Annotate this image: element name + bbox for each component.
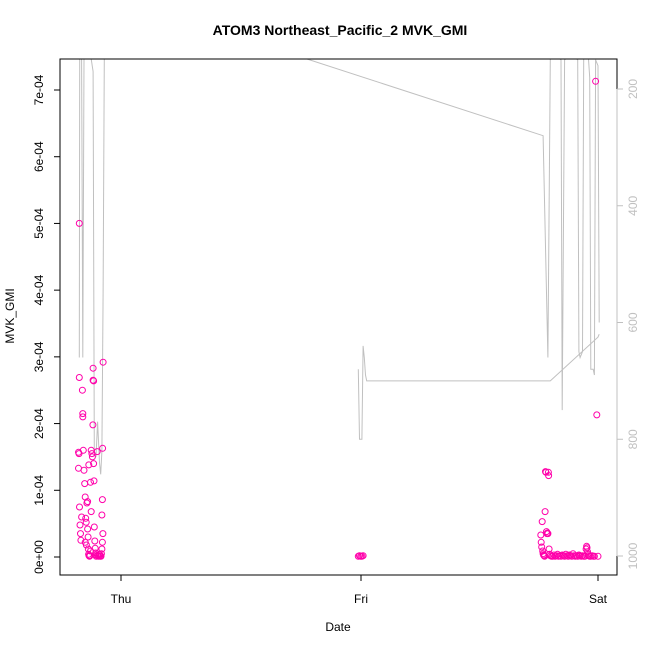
data-point-13 xyxy=(79,413,87,421)
data-point-131 xyxy=(590,552,598,560)
pressure-line-1 xyxy=(78,58,600,475)
y-tick-label: 2e-04 xyxy=(32,408,46,439)
y-tick-label: 6e-04 xyxy=(32,141,46,172)
data-point-133 xyxy=(593,411,601,419)
data-point-74 xyxy=(538,518,546,526)
y-tick-label: 1e-04 xyxy=(32,475,46,506)
pressure-line-2 xyxy=(357,334,600,440)
data-point-34 xyxy=(87,508,95,516)
y-tick-label: 4e-04 xyxy=(32,274,46,305)
data-point-11 xyxy=(78,386,86,394)
data-point-44 xyxy=(90,523,98,531)
data-point-46 xyxy=(91,544,99,552)
data-point-123 xyxy=(583,544,591,552)
data-point-45 xyxy=(91,537,99,545)
data-point-63 xyxy=(98,496,106,504)
data-point-39 xyxy=(89,364,97,372)
data-point-10 xyxy=(78,513,86,521)
data-point-58 xyxy=(97,550,105,558)
x-tick-label: Sat xyxy=(589,592,608,606)
data-point-71 xyxy=(537,531,545,539)
data-point-14 xyxy=(79,446,87,454)
y2-tick-label: 1000 xyxy=(626,542,640,569)
data-point-57 xyxy=(97,552,105,560)
data-point-9 xyxy=(77,536,85,544)
data-point-88 xyxy=(545,472,553,480)
data-point-80 xyxy=(541,508,549,516)
data-point-21 xyxy=(82,541,90,549)
data-point-89 xyxy=(545,545,553,553)
data-point-42 xyxy=(90,460,98,468)
data-point-32 xyxy=(85,461,93,469)
data-point-43 xyxy=(90,477,98,485)
y2-axis: 200 400 600 800 1000 xyxy=(616,79,640,569)
data-point-70 xyxy=(359,552,367,560)
y-axis: 0e+00 1e-04 2e-04 3e-04 4e-04 5e-04 6e-04 7e-04 xyxy=(32,74,61,574)
data-point-86 xyxy=(544,530,552,538)
data-point-6 xyxy=(76,503,83,511)
data-point-41 xyxy=(90,377,98,385)
chart-title: ATOM3 Northeast_Pacific_2 MVK_GMI xyxy=(213,22,468,38)
y2-tick-label: 400 xyxy=(626,195,640,215)
data-point-60 xyxy=(98,538,106,546)
data-point-72 xyxy=(537,538,545,546)
x-axis: Thu Fri Sat xyxy=(111,574,608,606)
data-point-2 xyxy=(75,374,83,381)
y2-tick-label: 200 xyxy=(626,79,640,99)
data-point-15 xyxy=(80,466,88,474)
data-point-50 xyxy=(93,448,101,456)
data-point-4 xyxy=(75,450,83,458)
data-point-62 xyxy=(98,511,106,519)
y-axis-label: MVK_GMI xyxy=(3,288,17,343)
y2-tick-label: 600 xyxy=(626,312,640,332)
data-point-64 xyxy=(99,444,107,452)
data-point-24 xyxy=(84,525,92,533)
data-point-1 xyxy=(75,219,83,227)
data-point-65 xyxy=(99,358,107,366)
data-point-7 xyxy=(76,521,84,529)
data-point-16 xyxy=(81,480,89,488)
y-tick-label: 5e-04 xyxy=(32,208,46,239)
data-point-61 xyxy=(99,530,107,538)
data-point-134 xyxy=(594,552,602,560)
data-point-12 xyxy=(79,410,87,418)
y-tick-label: 7e-04 xyxy=(32,74,46,105)
line-series-layer xyxy=(78,58,600,475)
data-point-87 xyxy=(544,468,552,476)
y-tick-label: 3e-04 xyxy=(32,341,46,372)
data-point-38 xyxy=(89,421,97,429)
data-point-73 xyxy=(538,543,546,551)
data-point-132 xyxy=(592,77,600,85)
x-tick-label: Thu xyxy=(111,592,132,606)
data-point-59 xyxy=(98,545,106,553)
plot-frame xyxy=(59,58,618,576)
point-series-layer xyxy=(75,77,602,560)
data-point-33 xyxy=(87,478,94,486)
y2-tick-label: 800 xyxy=(626,429,640,449)
data-point-19 xyxy=(82,518,90,526)
data-point-23 xyxy=(84,498,92,506)
data-point-18 xyxy=(82,514,90,522)
y-tick-label: 0e+00 xyxy=(32,540,46,574)
x-tick-label: Fri xyxy=(354,592,368,606)
x-axis-label: Date xyxy=(325,620,351,634)
data-point-26 xyxy=(84,545,92,553)
data-point-37 xyxy=(88,453,96,461)
data-point-25 xyxy=(84,533,92,541)
data-point-8 xyxy=(77,530,84,538)
